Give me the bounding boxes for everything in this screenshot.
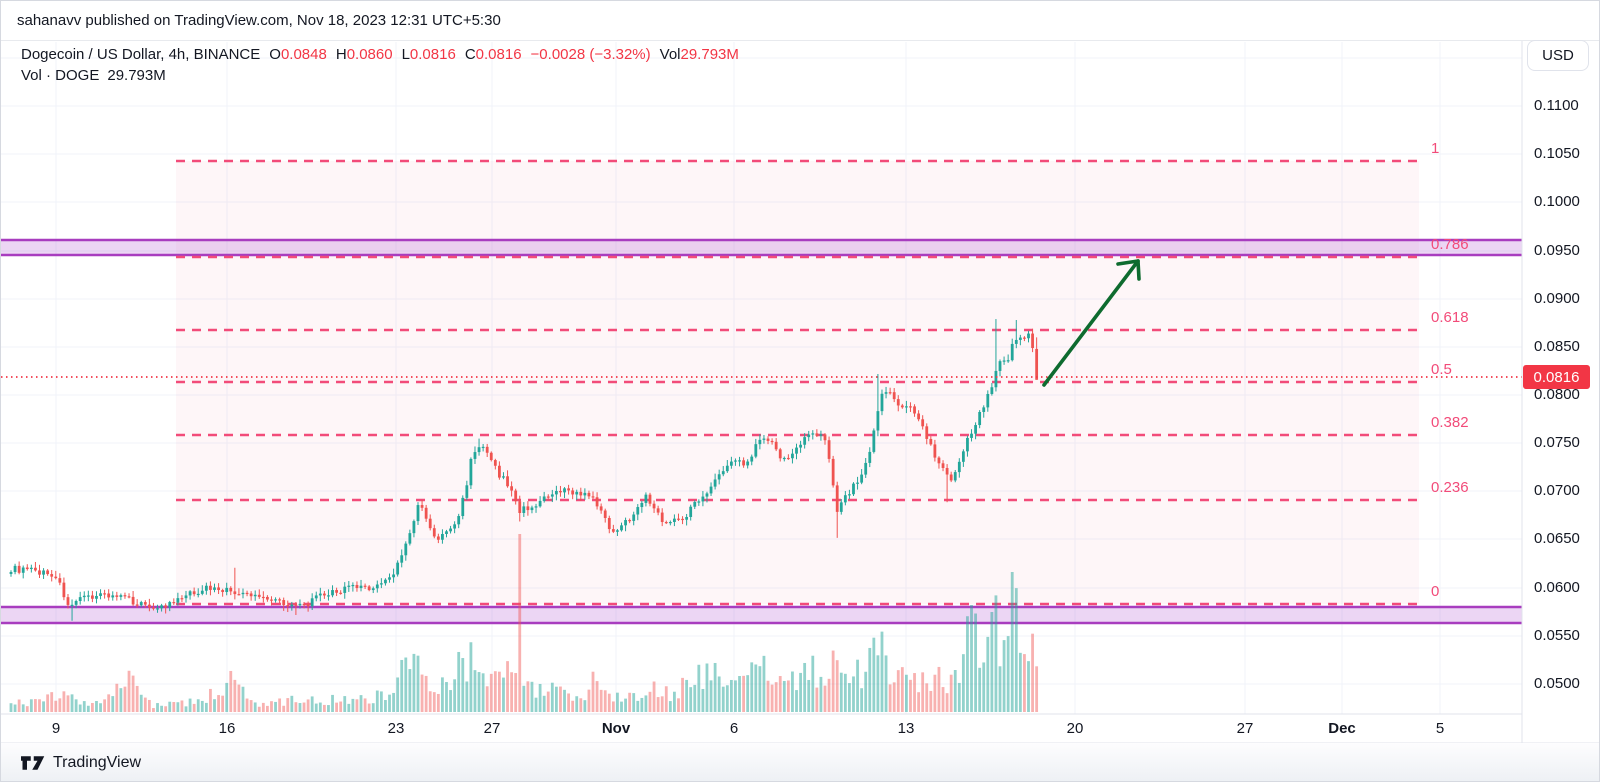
time-tick: 5 bbox=[1435, 720, 1445, 737]
attribution-bar: sahanavv published on TradingView.com, N… bbox=[1, 1, 1599, 41]
time-tick: Dec bbox=[1328, 720, 1356, 737]
tradingview-logo-icon bbox=[21, 756, 45, 770]
price-tick: 0.1100 bbox=[1534, 97, 1579, 114]
fib-level-label: 1 bbox=[1431, 140, 1440, 157]
price-tick: 0.0550 bbox=[1534, 627, 1580, 644]
price-tick: 0.0900 bbox=[1534, 290, 1580, 307]
time-tick: 13 bbox=[897, 720, 915, 737]
fib-level-label: 0 bbox=[1431, 583, 1440, 600]
tradingview-logo-link[interactable]: TradingView bbox=[21, 753, 141, 773]
low-value: L0.0816 bbox=[401, 46, 456, 63]
fib-level-label: 0.618 bbox=[1431, 309, 1469, 326]
time-tick: 23 bbox=[387, 720, 405, 737]
close-value: C0.0816 bbox=[464, 46, 522, 63]
price-tick: 0.1050 bbox=[1534, 145, 1580, 162]
symbol-title: Dogecoin / US Dollar, 4h, BINANCE bbox=[21, 46, 261, 63]
symbol-legend[interactable]: Dogecoin / US Dollar, 4h, BINANCE O0.084… bbox=[21, 46, 739, 63]
price-tick: 0.0850 bbox=[1534, 338, 1580, 355]
time-tick: 16 bbox=[218, 720, 236, 737]
price-tick: 0.0650 bbox=[1534, 530, 1580, 547]
price-tick: 0.0600 bbox=[1534, 579, 1580, 596]
high-value: H0.0860 bbox=[335, 46, 393, 63]
time-tick: Nov bbox=[601, 720, 631, 737]
volume-legend[interactable]: Vol · DOGE 29.793M bbox=[21, 67, 166, 84]
time-tick: 6 bbox=[729, 720, 739, 737]
time-tick: 27 bbox=[1236, 720, 1254, 737]
tradingview-logo-text: TradingView bbox=[53, 754, 142, 771]
price-tick: 0.0700 bbox=[1534, 482, 1580, 499]
fib-level-label: 0.382 bbox=[1431, 414, 1469, 431]
time-tick: 9 bbox=[51, 720, 61, 737]
time-tick: 27 bbox=[483, 720, 501, 737]
price-tick: 0.0750 bbox=[1534, 434, 1580, 451]
last-price-badge: 0.0816 bbox=[1523, 365, 1590, 389]
attribution-text: sahanavv published on TradingView.com, N… bbox=[17, 12, 501, 29]
volume-legend-value: 29.793M bbox=[107, 67, 166, 84]
volume-legend-label: Vol · DOGE bbox=[21, 67, 100, 84]
footer-bar: TradingView bbox=[1, 743, 1599, 781]
fib-level-label: 0.236 bbox=[1431, 479, 1469, 496]
fib-level-label: 0.5 bbox=[1431, 361, 1452, 378]
volume-value: Vol29.793M bbox=[659, 46, 739, 63]
price-tick: 0.1000 bbox=[1534, 193, 1580, 210]
open-value: O0.0848 bbox=[269, 46, 327, 63]
change-value: −0.0028 (−3.32%) bbox=[530, 46, 651, 63]
fib-level-label: 0.786 bbox=[1431, 236, 1469, 253]
price-tick: 0.0950 bbox=[1534, 242, 1580, 259]
price-tick: 0.0800 bbox=[1534, 386, 1580, 403]
price-tick: 0.0500 bbox=[1534, 675, 1580, 692]
currency-toggle-button[interactable]: USD bbox=[1527, 40, 1589, 71]
time-tick: 20 bbox=[1066, 720, 1084, 737]
